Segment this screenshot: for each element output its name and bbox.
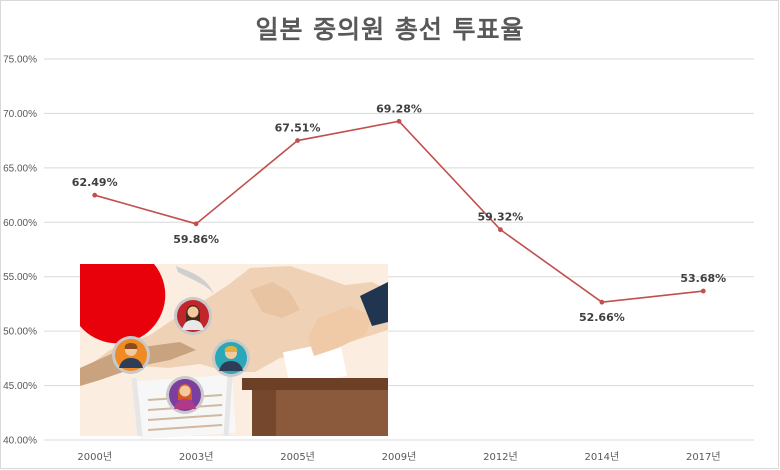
y-axis-ticks: 40.00% 45.00% 50.00% 55.00% 60.00% 65.00% 70.0… — [3, 55, 37, 447]
sleeve-navy — [360, 282, 388, 326]
data-label: 53.68% — [680, 272, 726, 285]
y-tick-label: 65.00% — [3, 163, 37, 174]
ballot-box-lid — [242, 378, 388, 390]
data-point — [295, 138, 300, 143]
smoke-wisp — [176, 266, 214, 294]
data-label: 52.66% — [579, 311, 625, 324]
data-label: 69.28% — [376, 102, 422, 115]
data-point — [498, 227, 503, 233]
x-tick-label: 2009년 — [382, 451, 417, 463]
ballot-line — [147, 424, 223, 431]
japan-flag-circle — [80, 264, 166, 344]
avatar-man-orange — [112, 336, 150, 374]
x-tick-label: 2003년 — [179, 451, 214, 463]
x-tick-label: 2014년 — [585, 451, 620, 463]
y-tick-label: 55.00% — [3, 272, 37, 283]
y-tick-label: 40.00% — [3, 436, 37, 447]
avatar-woman-purple — [166, 376, 204, 414]
election-voting-illustration — [80, 264, 388, 440]
pen-stick — [223, 375, 233, 437]
pen-stick — [131, 377, 143, 437]
data-label: 67.51% — [275, 122, 321, 135]
ballot-box-side — [252, 390, 276, 436]
data-point — [193, 221, 199, 227]
data-point — [396, 118, 402, 124]
ballot-paper-right — [282, 340, 348, 388]
x-tick-label: 2017년 — [686, 451, 721, 463]
y-tick-label: 70.00% — [3, 109, 37, 120]
ballot-line — [147, 414, 223, 421]
data-point — [700, 288, 706, 294]
avatar-man-teal — [212, 339, 250, 377]
data-point — [599, 299, 605, 305]
avatar-woman-red — [174, 297, 212, 335]
y-tick-label: 45.00% — [3, 381, 37, 392]
y-tick-label: 60.00% — [3, 218, 37, 229]
x-tick-label: 2005년 — [280, 451, 315, 463]
data-point — [92, 192, 98, 198]
voter-hand-right — [308, 306, 372, 356]
y-tick-label: 75.00% — [3, 55, 37, 66]
map-detail-shape — [250, 282, 300, 318]
data-label: 59.86% — [173, 233, 219, 246]
x-axis-ticks: 2000년 2003년 2005년 2009년 2012년 2014년 2017년 — [77, 451, 720, 463]
data-labels: 62.49% 59.86% 67.51% 69.28% 59.32% 52.66% 53.6… — [72, 102, 726, 324]
chart-title: 일본 중의원 총선 투표율 — [255, 15, 525, 44]
data-points — [92, 118, 706, 305]
x-tick-label: 2012년 — [483, 451, 518, 463]
x-tick-label: 2000년 — [77, 451, 112, 463]
data-label: 59.32% — [478, 211, 524, 224]
data-label: 62.49% — [72, 176, 118, 189]
y-tick-label: 50.00% — [3, 327, 37, 338]
